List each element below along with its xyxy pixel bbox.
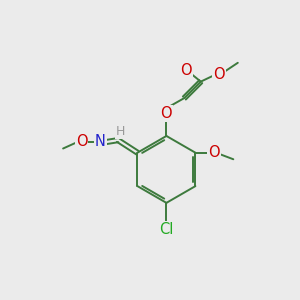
Text: Cl: Cl (159, 222, 174, 237)
Text: O: O (160, 106, 172, 121)
Text: O: O (208, 145, 220, 160)
Text: O: O (180, 63, 192, 78)
Text: O: O (76, 134, 87, 149)
Text: N: N (95, 134, 106, 149)
Text: O: O (214, 67, 225, 82)
Text: H: H (116, 125, 125, 138)
